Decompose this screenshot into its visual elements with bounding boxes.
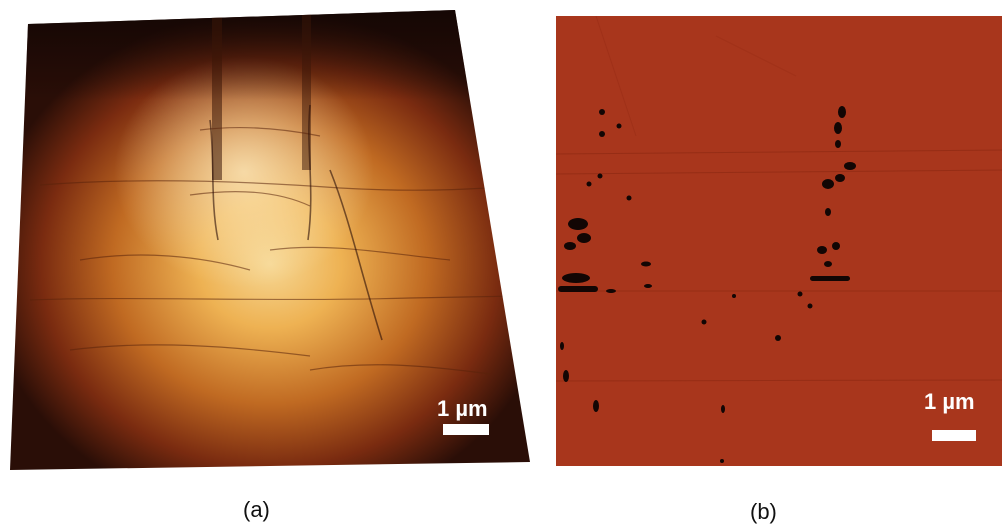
phase-map-render: 1 µm — [555, 15, 1003, 466]
panel-a-topography-image: 1 µm — [10, 10, 530, 472]
scale-bar-b: 1 µm — [924, 389, 976, 441]
scale-bar-line — [443, 424, 489, 435]
panel-b-phase-image: 1 µm — [555, 15, 1003, 466]
panel-b-caption: (b) — [750, 499, 777, 524]
scale-bar-label: 1 µm — [437, 396, 488, 421]
scale-bar-line — [932, 430, 976, 441]
topography-3d-render: 1 µm — [10, 10, 530, 470]
phase-feature-clusters — [558, 106, 856, 463]
scale-bar-a: 1 µm — [437, 396, 489, 435]
scale-bar-label: 1 µm — [924, 389, 975, 414]
panel-a-caption: (a) — [243, 497, 270, 522]
